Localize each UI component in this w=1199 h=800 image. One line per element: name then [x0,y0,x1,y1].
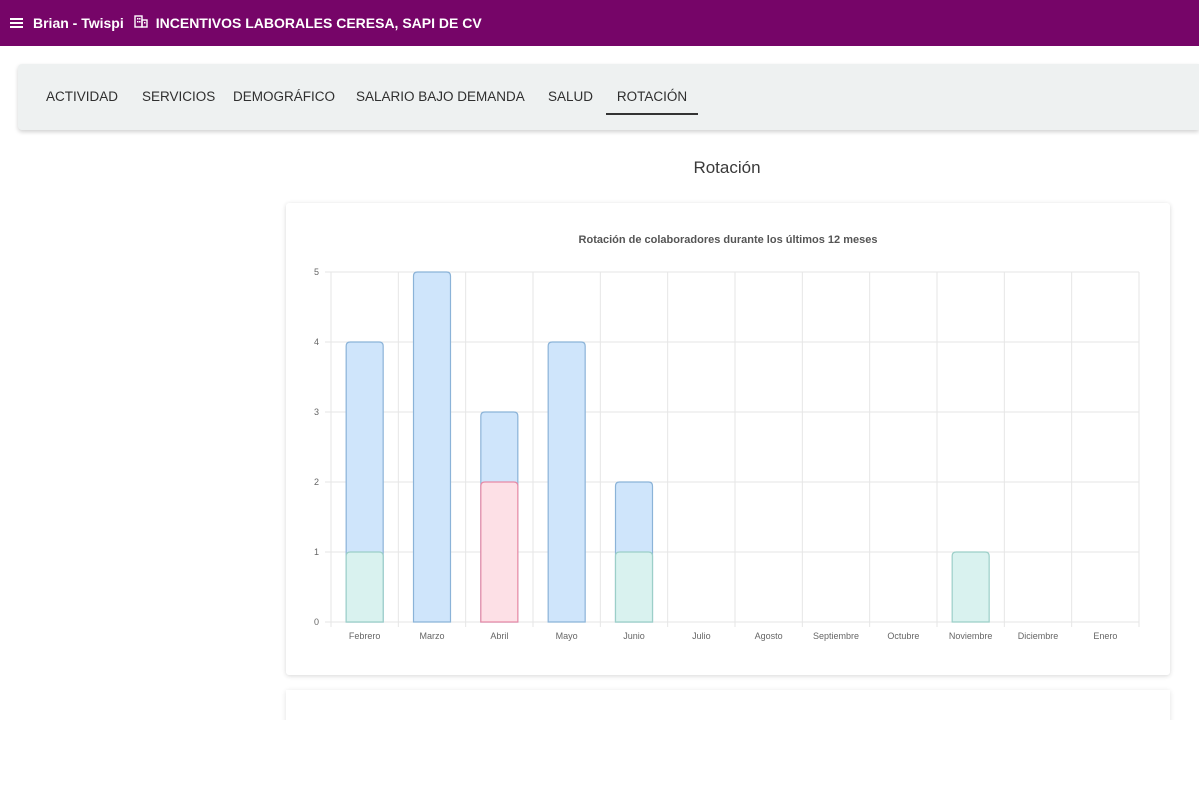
x-tick-label: Julio [692,631,711,641]
x-tick-label: Agosto [755,631,783,641]
chart-title: Rotación de colaboradores durante los úl… [579,234,878,246]
x-tick-label: Noviembre [949,631,993,641]
y-tick-label: 5 [314,267,319,277]
x-tick-label: Marzo [419,631,444,641]
tab-demografico[interactable]: DEMOGRÁFICO [233,89,336,104]
x-tick-label: Mayo [556,631,578,641]
bar-noviembre-series-3[interactable] [951,551,990,623]
y-tick-label: 3 [314,407,319,417]
chart-card: Rotación de colaboradores durante los úl… [286,203,1170,675]
bar-mayo-series-1[interactable] [547,341,586,623]
x-tick-label: Junio [623,631,645,641]
tab-salario-bajo-demanda[interactable]: SALARIO BAJO DEMANDA [356,89,525,104]
x-tick-label: Septiembre [813,631,859,641]
company-name[interactable]: INCENTIVOS LABORALES CERESA, SAPI DE CV [155,15,482,31]
y-tick-label: 2 [314,477,319,487]
tab-rotacion[interactable]: ROTACIÓN [606,64,698,130]
top-app-bar: Brian - Twispi INCENTIVOS LABORALES CERE… [0,0,1199,46]
page-title: Rotación [693,158,761,177]
menu-icon[interactable] [10,17,25,29]
x-tick-label: Abril [490,631,508,641]
x-tick-label: Enero [1093,631,1117,641]
building-icon [134,15,148,31]
y-tick-label: 0 [314,617,319,627]
tab-bar: ACTIVIDAD SERVICIOS DEMOGRÁFICO SALARIO … [18,64,1199,130]
bar-febrero-series-3[interactable] [345,551,384,623]
tab-actividad[interactable]: ACTIVIDAD [45,89,118,104]
user-name: Brian - Twispi [33,15,124,31]
y-tick-label: 4 [314,337,319,347]
bar-junio-series-3[interactable] [614,551,654,623]
rotation-bar-chart: Rotación de colaboradores durante los úl… [314,234,1140,641]
x-tick-label: Octubre [887,631,919,641]
x-tick-label: Febrero [349,631,381,641]
page-background [0,720,1199,800]
x-tick-label: Diciembre [1018,631,1059,641]
y-tick-label: 1 [314,547,319,557]
bar-abril-series-2[interactable] [480,481,519,623]
bar-marzo-series-1[interactable] [412,271,452,623]
tab-servicios[interactable]: SERVICIOS [142,89,216,104]
tab-salud[interactable]: SALUD [548,89,594,104]
